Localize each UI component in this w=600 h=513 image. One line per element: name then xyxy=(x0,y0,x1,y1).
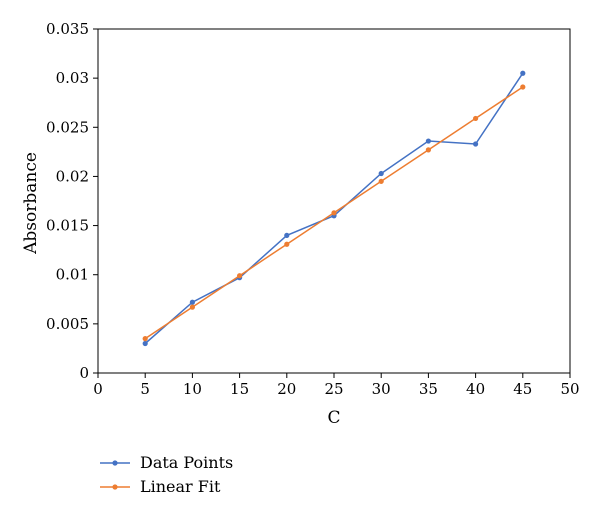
data-point-data-points xyxy=(378,170,384,177)
data-point-linear-fit xyxy=(425,147,431,153)
data-point-data-points xyxy=(284,232,290,238)
x-tick-label: 25 xyxy=(324,380,343,398)
legend-item-data-points: Data Points xyxy=(100,453,233,472)
y-tick-label: 0 xyxy=(79,364,89,382)
data-point-linear-fit xyxy=(142,336,148,342)
x-tick-label: 20 xyxy=(277,380,296,398)
legend-marker-linear-fit xyxy=(112,484,118,490)
x-tick-label: 45 xyxy=(513,380,532,398)
y-tick-label: 0.015 xyxy=(46,217,89,235)
series-line-data-points xyxy=(144,72,524,345)
y-axis-title: Absorbance xyxy=(21,152,41,255)
x-tick-label: 0 xyxy=(93,380,103,398)
y-axis-ticks: 0 0.005 0.01 0.015 0.02 0.025 0.03 0.035 xyxy=(46,20,98,382)
y-tick-label: 0.02 xyxy=(56,167,89,185)
x-axis-title: C xyxy=(327,408,340,428)
legend-label-data-points: Data Points xyxy=(140,453,233,472)
y-tick-label: 0.035 xyxy=(46,20,89,38)
x-axis-ticks: 0 5 10 15 20 25 30 35 40 45 50 xyxy=(93,373,580,398)
data-point-data-points xyxy=(142,340,148,347)
x-tick-label: 15 xyxy=(230,380,249,398)
data-point-data-points xyxy=(189,299,195,305)
data-point-linear-fit xyxy=(284,241,290,247)
x-tick-label: 40 xyxy=(466,380,485,398)
y-tick-label: 0.005 xyxy=(46,315,89,333)
data-point-linear-fit xyxy=(189,304,195,310)
x-tick-label: 35 xyxy=(419,380,438,398)
legend-item-linear-fit: Linear Fit xyxy=(100,477,221,496)
legend-marker-data-points xyxy=(112,460,118,466)
data-point-data-points xyxy=(520,70,526,76)
data-point-linear-fit xyxy=(520,84,526,90)
x-tick-label: 10 xyxy=(183,380,202,398)
data-point-linear-fit xyxy=(378,178,384,184)
x-tick-label: 50 xyxy=(560,380,579,398)
data-point-data-points xyxy=(473,141,479,147)
data-point-linear-fit xyxy=(331,210,337,216)
series-layer xyxy=(142,70,526,347)
data-point-linear-fit xyxy=(237,273,243,279)
legend-label-linear-fit: Linear Fit xyxy=(140,477,221,496)
plot-area xyxy=(97,28,571,374)
x-tick-label: 5 xyxy=(140,380,150,398)
plot-frame xyxy=(97,28,571,374)
x-tick-label: 30 xyxy=(372,380,391,398)
data-point-data-points xyxy=(425,138,431,144)
y-tick-label: 0.025 xyxy=(46,118,89,136)
legend: Data Points Linear Fit xyxy=(100,453,233,496)
y-tick-label: 0.03 xyxy=(56,69,89,87)
data-point-linear-fit xyxy=(473,115,479,122)
y-tick-label: 0.01 xyxy=(56,266,89,284)
